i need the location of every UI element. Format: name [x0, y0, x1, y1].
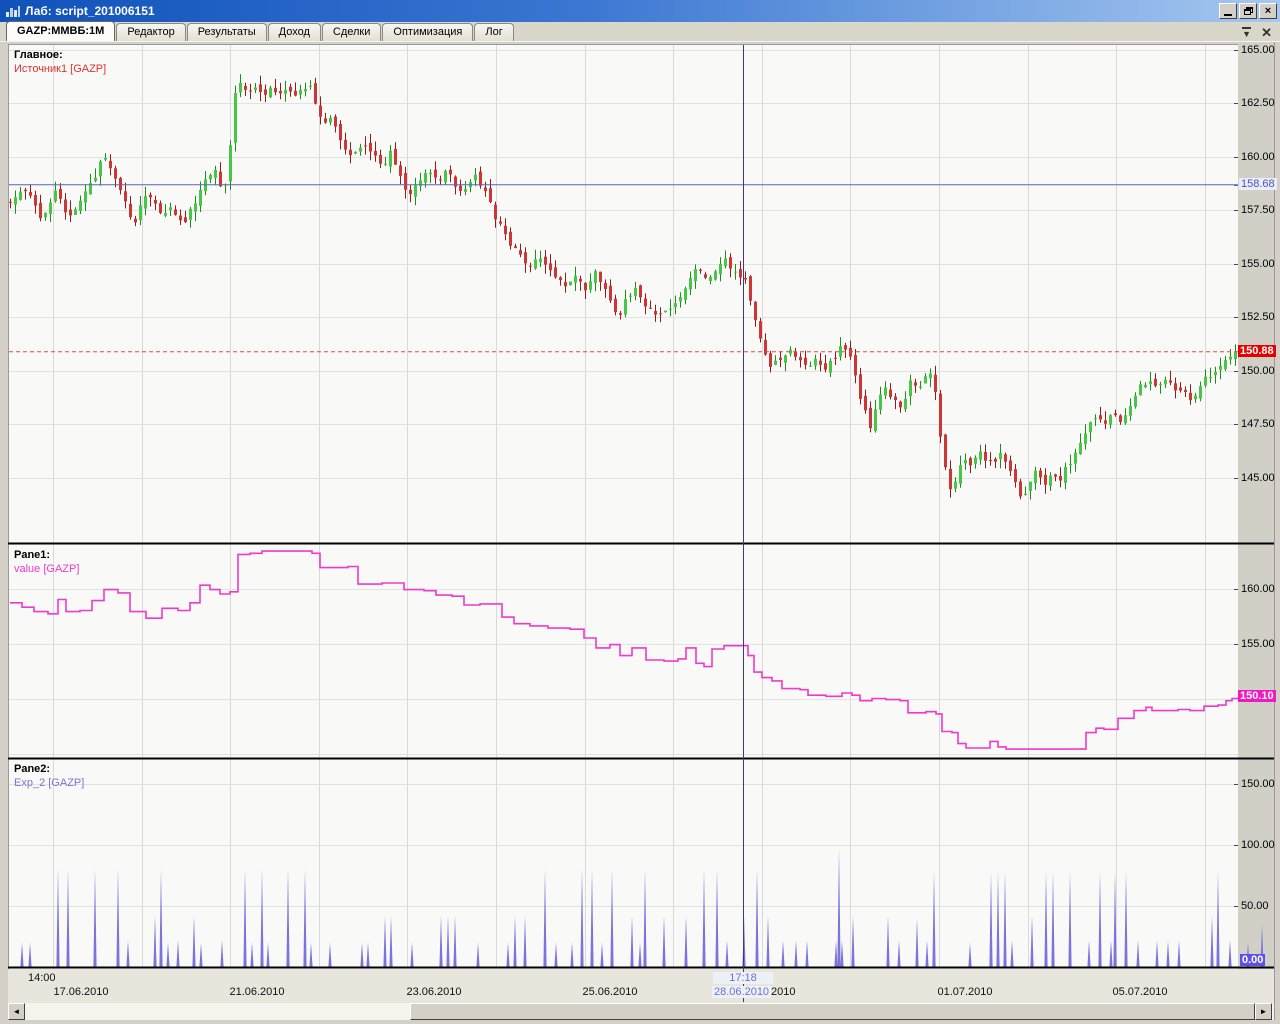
tab-close-icon[interactable]: ✕ — [1261, 25, 1272, 40]
minimize-button[interactable] — [1219, 3, 1237, 19]
price-axis-gutter[interactable] — [1238, 44, 1274, 969]
time-axis[interactable] — [8, 969, 1274, 1003]
horizontal-scrollbar[interactable]: ◄ ► — [8, 1003, 1274, 1020]
chart-plot-area[interactable] — [8, 44, 1238, 969]
scroll-right-icon: ► — [1259, 1007, 1268, 1016]
tab-overflow-icon[interactable]: ▼ — [1242, 26, 1252, 39]
scroll-left-button[interactable]: ◄ — [8, 1003, 25, 1020]
close-icon: × — [1264, 4, 1272, 17]
tab-лог[interactable]: Лог — [474, 23, 514, 41]
close-button[interactable]: × — [1259, 3, 1277, 19]
tab-strip: GAZP:ММВБ:1М Редактор Результаты Доход Сделк… — [0, 21, 1280, 42]
restore-button[interactable] — [1239, 3, 1257, 19]
scroll-right-button[interactable]: ► — [1255, 1003, 1272, 1020]
tab-оптимизация[interactable]: Оптимизация — [382, 23, 474, 41]
tab-chart[interactable]: GAZP:ММВБ:1М — [6, 21, 116, 41]
scroll-left-icon: ◄ — [12, 1007, 21, 1016]
app-icon — [5, 4, 21, 18]
tab-сделки[interactable]: Сделки — [321, 23, 382, 41]
restore-icon — [1243, 7, 1253, 15]
tab-редактор[interactable]: Редактор — [116, 23, 186, 41]
window-title: Лаб: script_201006151 — [25, 4, 155, 18]
tab-доход[interactable]: Доход — [267, 23, 321, 41]
minimize-icon — [1224, 14, 1232, 16]
chart-workspace: Главное: Источник1 [GAZP] Pane1: value [GAZ… — [0, 42, 1280, 1024]
scrollbar-thumb[interactable] — [410, 1003, 1255, 1020]
title-bar[interactable]: Лаб: script_201006151 × — [0, 0, 1280, 22]
window-right-border — [1274, 42, 1280, 1024]
tab-tools: ▼ ✕ — [1242, 26, 1272, 39]
tab-результаты[interactable]: Результаты — [186, 23, 267, 41]
window-bottom-border — [0, 1020, 1280, 1024]
